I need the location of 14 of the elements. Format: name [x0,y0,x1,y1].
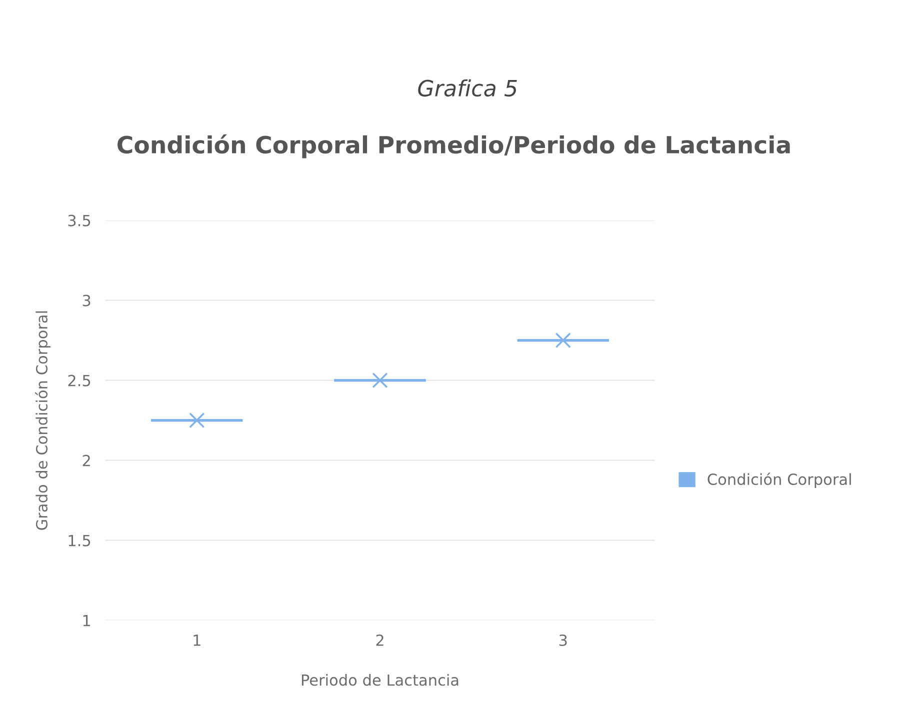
x-axis-title: Periodo de Lactancia [302,674,458,686]
chart-title: Condición Corporal Promedio/Periodo de Lactancia [118,134,790,158]
y-tick-label: 2.5 [68,374,90,386]
y-axis-title: Grado de Condición Corporal [35,311,50,530]
y-tick-label: 2 [82,454,90,466]
legend-label: Condición Corporal [708,472,851,488]
x-tick-label: 2 [376,634,384,646]
y-tick-label: 1 [83,614,90,626]
x-tick-label: 3 [559,634,567,646]
y-tick-label: 1.5 [68,534,90,546]
x-tick-label: 1 [194,634,200,646]
y-tick-label: 3 [82,294,90,306]
y-tick-label: 3.5 [68,214,90,226]
text: Grafica 5 [418,79,517,97]
